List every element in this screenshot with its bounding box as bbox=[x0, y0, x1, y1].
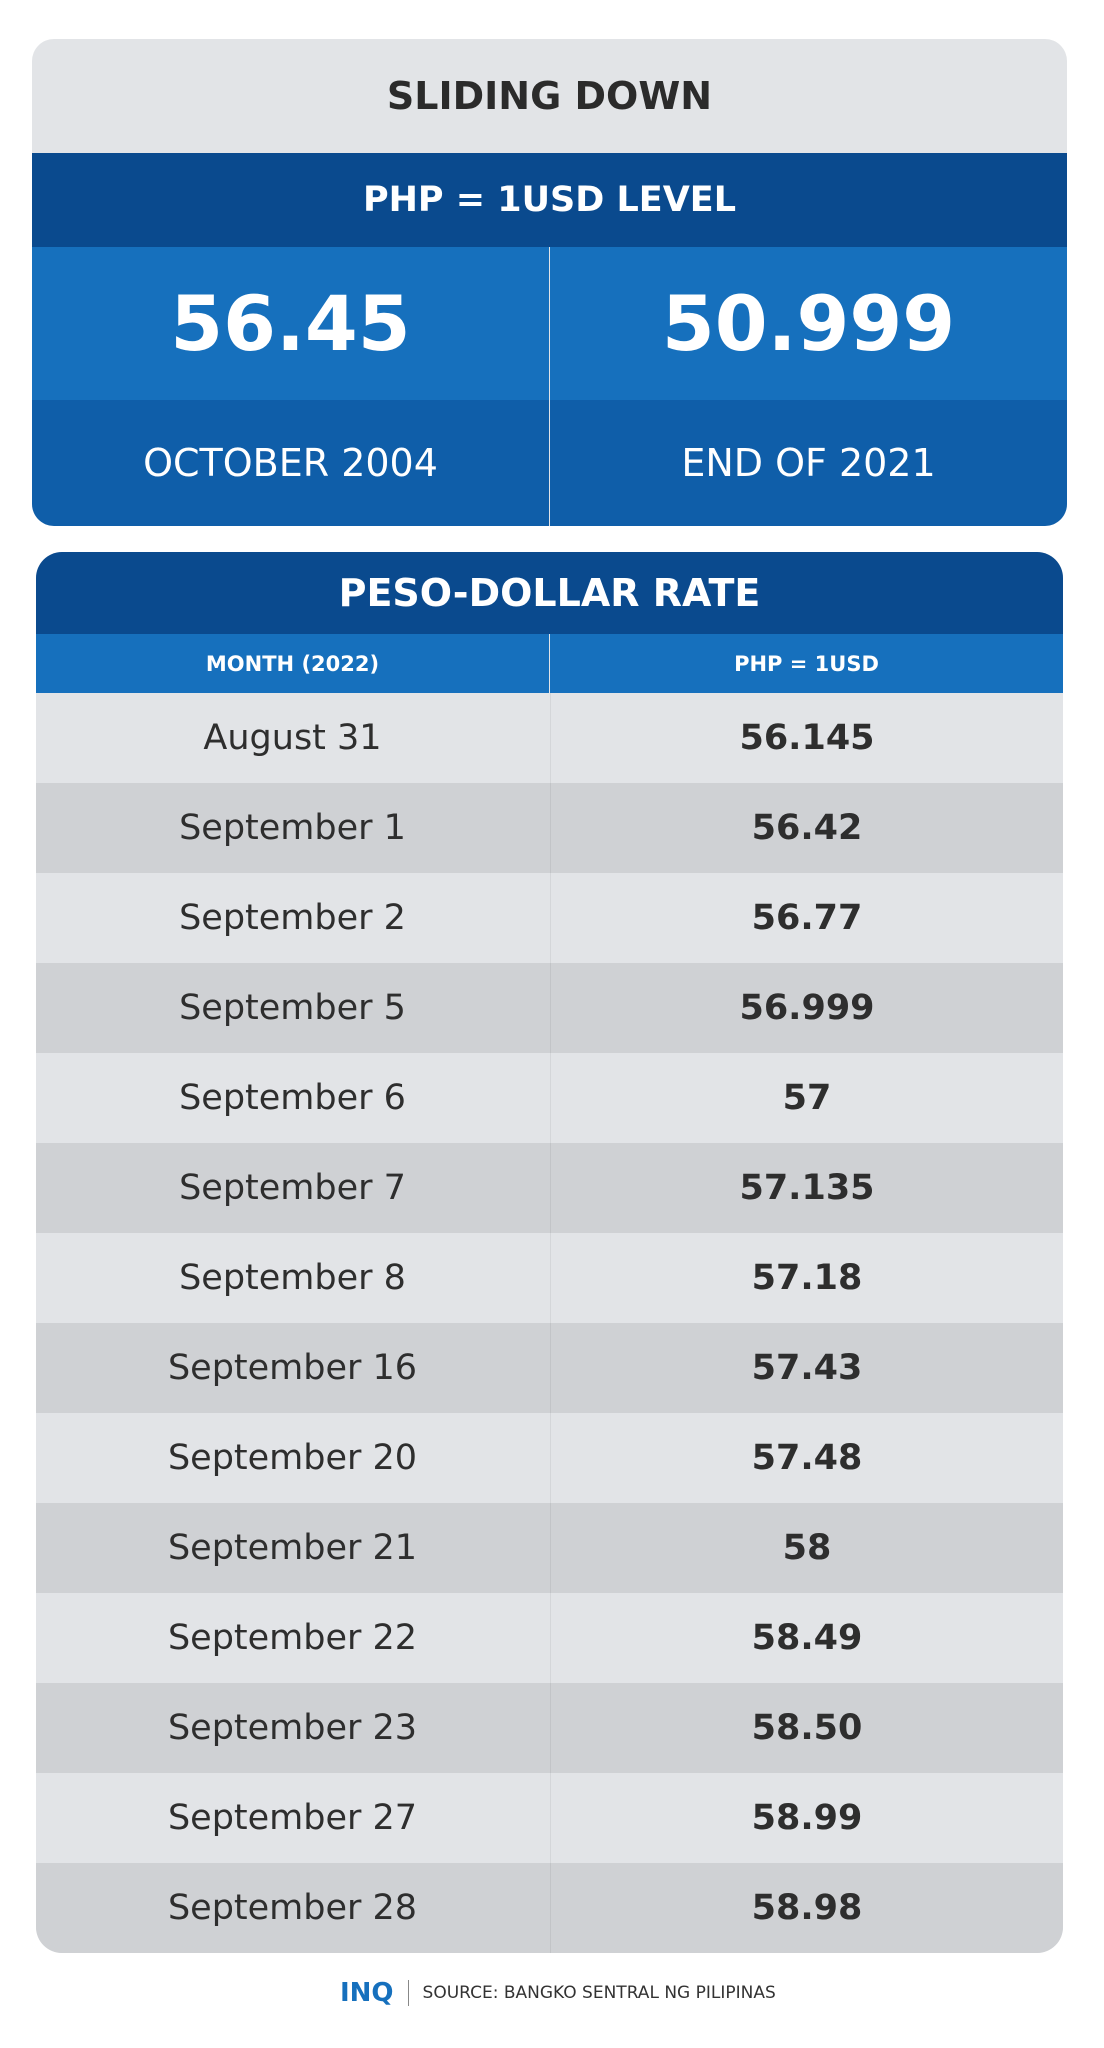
table-row: September 5 56.999 bbox=[36, 963, 1063, 1053]
rate-cell: 58.99 bbox=[550, 1773, 1063, 1863]
footer: INQ SOURCE: BANGKO SENTRAL NG PILIPINAS bbox=[340, 1976, 776, 2010]
rate-cell: 58.50 bbox=[550, 1683, 1063, 1773]
rate-cell: 58.49 bbox=[550, 1593, 1063, 1683]
summary-label: OCTOBER 2004 bbox=[32, 400, 549, 526]
date-cell: September 1 bbox=[179, 808, 406, 848]
date-cell: September 2 bbox=[179, 898, 406, 938]
date-cell: September 28 bbox=[167, 1888, 418, 1928]
date-cell: September 8 bbox=[179, 1258, 406, 1298]
table-row: September 8 57.18 bbox=[36, 1233, 1063, 1323]
rate-cell: 57 bbox=[550, 1053, 1063, 1143]
date-cell: September 16 bbox=[167, 1348, 418, 1388]
date-cell: September 5 bbox=[179, 988, 406, 1028]
summary-value: 50.999 bbox=[550, 247, 1067, 400]
table-row: September 27 58.99 bbox=[36, 1773, 1063, 1863]
date-cell: August 31 bbox=[203, 718, 382, 758]
rate-cell: 57.43 bbox=[550, 1323, 1063, 1413]
rate-cell: 58 bbox=[550, 1503, 1063, 1593]
rate-cell: 56.145 bbox=[550, 693, 1063, 783]
date-cell: September 7 bbox=[179, 1168, 406, 1208]
logo: INQ bbox=[340, 1978, 394, 2008]
table-row: September 21 58 bbox=[36, 1503, 1063, 1593]
summary-card: SLIDING DOWN PHP = 1USD LEVEL 56.45 50.9… bbox=[32, 39, 1067, 526]
rate-cell: 57.48 bbox=[550, 1413, 1063, 1503]
rate-cell: 56.999 bbox=[550, 963, 1063, 1053]
table-row: September 28 58.98 bbox=[36, 1863, 1063, 1953]
table-row: September 2 56.77 bbox=[36, 873, 1063, 963]
summary-label: END OF 2021 bbox=[550, 400, 1067, 526]
date-cell: September 23 bbox=[167, 1708, 418, 1748]
rate-cell: 57.135 bbox=[550, 1143, 1063, 1233]
table-row: September 6 57 bbox=[36, 1053, 1063, 1143]
page-title: SLIDING DOWN bbox=[386, 74, 713, 118]
rate-cell: 56.77 bbox=[550, 873, 1063, 963]
date-cell: September 21 bbox=[167, 1528, 418, 1568]
table-row: September 23 58.50 bbox=[36, 1683, 1063, 1773]
rate-cell: 58.98 bbox=[550, 1863, 1063, 1953]
table-row: September 16 57.43 bbox=[36, 1323, 1063, 1413]
table-row: September 1 56.42 bbox=[36, 783, 1063, 873]
table-row: August 31 56.145 bbox=[36, 693, 1063, 783]
rate-cell: 56.42 bbox=[550, 783, 1063, 873]
table-row: September 7 57.135 bbox=[36, 1143, 1063, 1233]
table-body: August 31 56.145 September 1 56.42 September… bbox=[36, 693, 1063, 1953]
date-cell: September 20 bbox=[167, 1438, 418, 1478]
summary-title: PHP = 1USD LEVEL bbox=[32, 153, 1067, 247]
separator bbox=[407, 1980, 409, 2006]
summary-value: 56.45 bbox=[32, 247, 549, 400]
table-row: September 22 58.49 bbox=[36, 1593, 1063, 1683]
column-header: PHP = 1USD bbox=[550, 634, 1063, 693]
source: SOURCE: BANGKO SENTRAL NG PILIPINAS bbox=[422, 1983, 776, 2003]
table-title: PESO-DOLLAR RATE bbox=[36, 552, 1063, 634]
column-header: MONTH (2022) bbox=[36, 634, 549, 693]
date-cell: September 27 bbox=[167, 1798, 418, 1838]
rate-table: PESO-DOLLAR RATE MONTH (2022) PHP = 1USD… bbox=[36, 552, 1063, 1953]
date-cell: September 6 bbox=[179, 1078, 406, 1118]
table-row: September 20 57.48 bbox=[36, 1413, 1063, 1503]
date-cell: September 22 bbox=[167, 1618, 418, 1658]
rate-cell: 57.18 bbox=[550, 1233, 1063, 1323]
